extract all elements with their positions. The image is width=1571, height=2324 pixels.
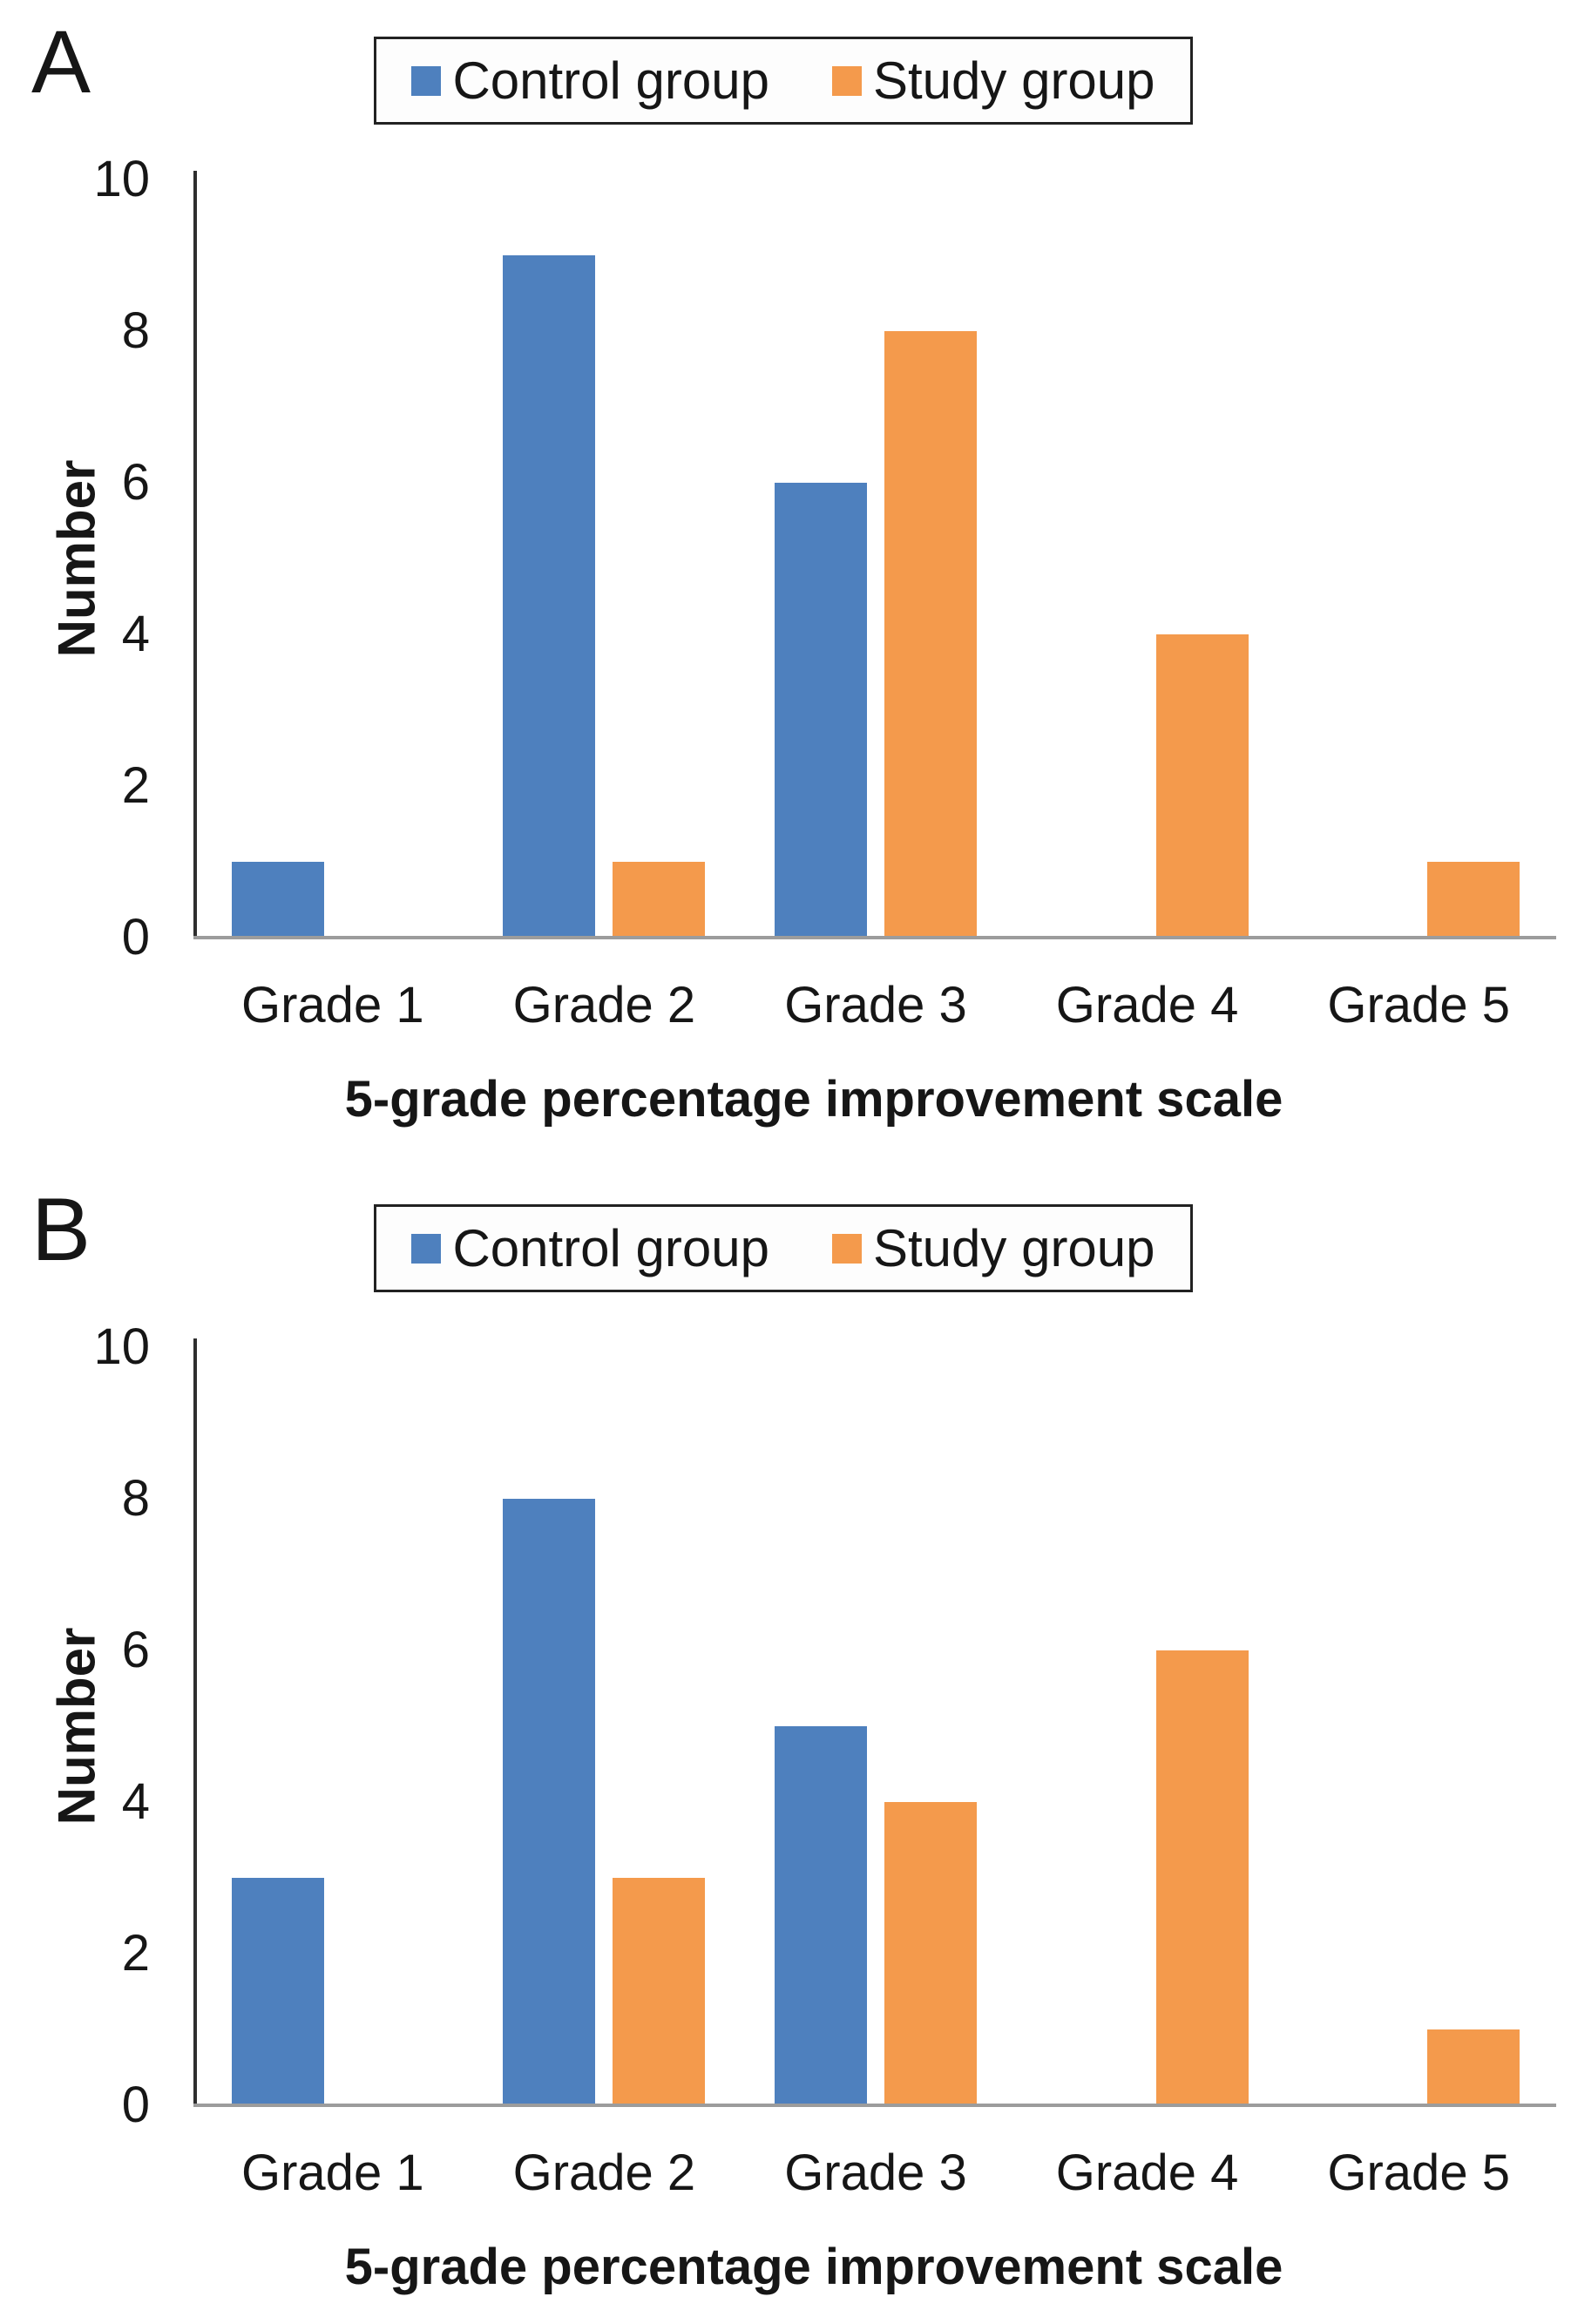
y-tick-label: 10 (93, 1318, 150, 1375)
bar-control-group (231, 1878, 324, 2105)
y-tick-label: 6 (121, 1622, 150, 1678)
x-tick-label: Grade 2 (512, 977, 696, 1033)
x-axis-line (193, 2104, 1556, 2107)
y-tick-label: 10 (93, 151, 150, 207)
x-axis-title: 5-grade percentage improvement scale (344, 2239, 1283, 2295)
control-group-label: Control group (452, 51, 769, 110)
bar-control-group (231, 862, 324, 938)
y-axis-line (193, 171, 197, 938)
bar-group (197, 180, 469, 938)
x-tick-label: Grade 3 (784, 2144, 967, 2201)
bar-control-group (774, 1726, 867, 2105)
panel-label: A (31, 12, 91, 112)
bar-study-group (1427, 2029, 1520, 2105)
bar-study-group (613, 1878, 706, 2105)
x-tick-label: Grade 2 (512, 2144, 696, 2201)
bar-group (1283, 1347, 1554, 2105)
y-tick-label: 2 (121, 1925, 150, 1982)
study-group-swatch (831, 1233, 862, 1264)
panel-label: B (31, 1180, 91, 1279)
legend-item-study: Study group (831, 1218, 1155, 1278)
x-tick-label: Grade 5 (1327, 2144, 1510, 2201)
y-tick-label: 6 (121, 454, 150, 511)
y-tick-label: 4 (121, 606, 150, 662)
x-axis: Grade 1 Grade 2 Grade 3 Grade 4 Grade 5 (197, 977, 1554, 1034)
x-axis-title: 5-grade percentage improvement scale (344, 1071, 1283, 1128)
x-axis: Grade 1 Grade 2 Grade 3 Grade 4 Grade 5 (197, 2144, 1554, 2202)
y-tick-label: 2 (121, 757, 150, 814)
study-group-label: Study group (872, 51, 1155, 110)
bar-group (1283, 180, 1554, 938)
legend: Control group Study group (374, 37, 1193, 125)
bar-study-group (884, 331, 977, 938)
bar-control-group (503, 255, 596, 938)
y-tick-label: 8 (121, 1470, 150, 1527)
bar-control-group (503, 1499, 596, 2105)
x-tick-label: Grade 1 (241, 2144, 424, 2201)
y-tick-label: 0 (121, 909, 150, 966)
y-axis-line (193, 1338, 197, 2105)
bar-group (1012, 1347, 1283, 2105)
bar-group (469, 1347, 741, 2105)
x-tick-label: Grade 1 (241, 977, 424, 1033)
bar-study-group (884, 1802, 977, 2105)
legend: Control group Study group (374, 1204, 1193, 1292)
bar-group (740, 180, 1012, 938)
control-group-label: Control group (452, 1219, 769, 1277)
x-axis-line (193, 936, 1556, 939)
legend-item-control: Control group (411, 1218, 769, 1278)
y-tick-label: 8 (121, 302, 150, 359)
legend-item-study: Study group (831, 51, 1155, 111)
plot-area (197, 180, 1554, 938)
control-group-swatch (411, 65, 442, 96)
plot-area (197, 1347, 1554, 2105)
bar-study-group (1427, 862, 1520, 938)
bar-group (1012, 180, 1283, 938)
x-tick-label: Grade 5 (1327, 977, 1510, 1033)
bar-study-group (1155, 1650, 1249, 2105)
bar-study-group (613, 862, 706, 938)
x-tick-label: Grade 4 (1055, 977, 1239, 1033)
study-group-label: Study group (872, 1219, 1155, 1277)
bar-group (740, 1347, 1012, 2105)
bar-study-group (1155, 634, 1249, 938)
legend-item-control: Control group (411, 51, 769, 111)
bar-group (469, 180, 741, 938)
bar-control-group (774, 483, 867, 938)
y-tick-label: 0 (121, 2077, 150, 2133)
bar-group (197, 1347, 469, 2105)
control-group-swatch (411, 1233, 442, 1264)
x-tick-label: Grade 3 (784, 977, 967, 1033)
study-group-swatch (831, 65, 862, 96)
y-tick-label: 4 (121, 1773, 150, 1830)
x-tick-label: Grade 4 (1055, 2144, 1239, 2201)
